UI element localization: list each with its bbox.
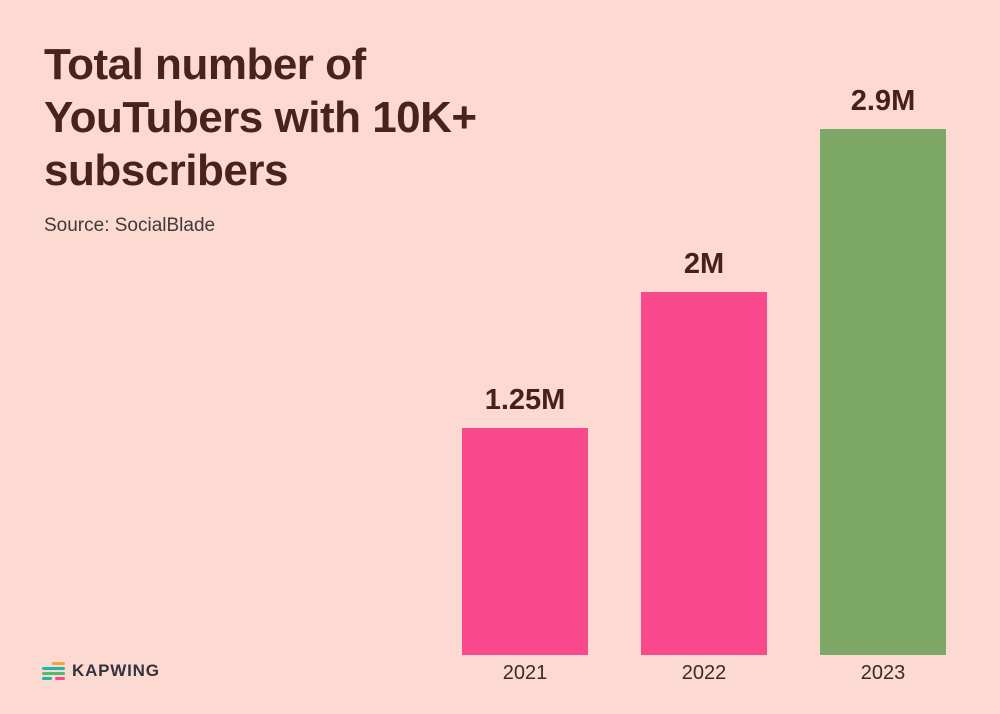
- bar-group-2022: 2M 2022: [641, 248, 767, 684]
- logo-stripe-teal: [42, 666, 65, 671]
- x-axis-tick-label: 2023: [860, 662, 906, 684]
- kapwing-logo-icon: [42, 662, 65, 680]
- bar-value-label: 1.25M: [484, 384, 566, 417]
- logo-stripe-bottom: [42, 676, 65, 680]
- bar-2022: [641, 292, 767, 655]
- logo-stripe-teal-small: [42, 676, 52, 680]
- bar-value-label: 2M: [683, 248, 725, 281]
- chart-title: Total number of YouTubers with 10K+ subs…: [44, 40, 477, 195]
- x-axis-tick-label: 2021: [502, 662, 548, 684]
- bar-group-2023: 2.9M 2023: [820, 85, 946, 684]
- chart-header: Total number of YouTubers with 10K+ subs…: [44, 38, 484, 237]
- x-axis-tick-label: 2022: [681, 662, 727, 684]
- logo-stripe-pink: [55, 676, 65, 680]
- bar-group-2021: 1.25M 2021: [462, 384, 588, 684]
- bar-2021: [462, 428, 588, 655]
- kapwing-logo-text: KAPWING: [72, 661, 160, 680]
- logo-stripe-green: [42, 671, 65, 676]
- chart-source: Source: SocialBlade: [44, 215, 216, 236]
- kapwing-branding: KAPWING: [42, 661, 160, 681]
- bar-chart: 1.25M 2021 2M 2022 2.9M 2023: [462, 85, 946, 684]
- bar-2023: [820, 129, 946, 655]
- bar-value-label: 2.9M: [850, 85, 916, 118]
- logo-stripe-orange: [52, 662, 65, 666]
